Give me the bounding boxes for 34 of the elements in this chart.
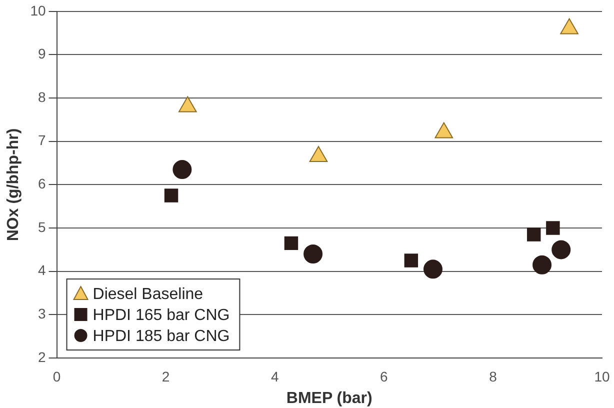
point <box>164 188 178 202</box>
y-axis-title: NOx (g/bhp-hr) <box>5 128 22 242</box>
point <box>552 240 571 260</box>
y-tick-label: 5 <box>38 218 46 235</box>
x-axis-title: BMEP (bar) <box>286 390 372 407</box>
point <box>178 96 197 112</box>
point <box>423 260 442 279</box>
y-tick-label: 10 <box>30 2 46 18</box>
y-tick-label: 9 <box>38 46 46 62</box>
point <box>304 244 323 264</box>
point <box>284 236 298 250</box>
point <box>532 255 552 274</box>
x-tick-label: 2 <box>162 368 170 384</box>
point <box>172 160 192 180</box>
legend-label: Diesel Baseline <box>92 286 204 303</box>
point <box>526 228 541 242</box>
x-tick-label: 4 <box>270 368 279 384</box>
y-tick-label: 4 <box>38 262 46 278</box>
y-tick-label: 7 <box>38 132 46 148</box>
point <box>434 122 454 138</box>
x-tick-label: 8 <box>489 368 498 384</box>
x-tick-label: 10 <box>594 368 610 384</box>
point <box>404 254 418 268</box>
y-tick-label: 8 <box>38 88 46 105</box>
point <box>309 146 328 162</box>
y-tick-label: 6 <box>38 176 46 192</box>
point <box>560 18 578 34</box>
y-tick-label: 2 <box>38 348 46 365</box>
legend-label: HPDI 185 bar CNG <box>92 328 230 345</box>
point <box>546 221 560 235</box>
x-tick-label: 0 <box>52 368 61 384</box>
y-tick-label: 3 <box>38 306 46 322</box>
legend-label: HPDI 165 bar CNG <box>92 306 230 324</box>
x-tick-label: 6 <box>380 368 388 384</box>
